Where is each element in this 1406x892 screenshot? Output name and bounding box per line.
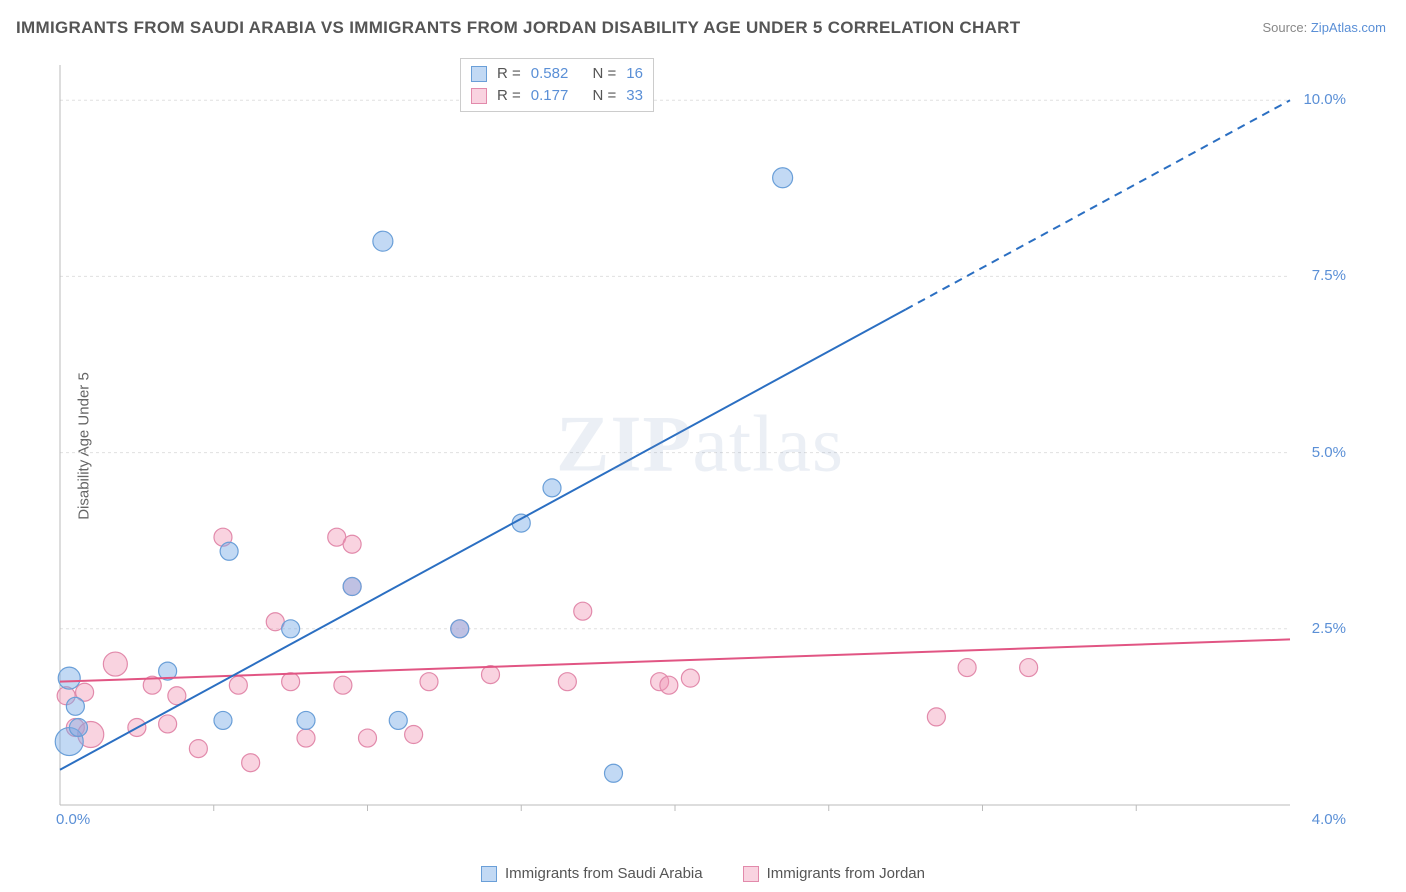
- r-value: 0.177: [531, 85, 569, 107]
- r-label: R =: [497, 85, 521, 107]
- x-tick-label: 4.0%: [1312, 811, 1346, 828]
- chart-title: IMMIGRANTS FROM SAUDI ARABIA VS IMMIGRAN…: [16, 18, 1020, 38]
- swatch-series1: [471, 66, 487, 82]
- swatch-series2: [743, 866, 759, 882]
- y-tick-label: 7.5%: [1312, 267, 1346, 284]
- plot-area: ZIPatlas 2.5%5.0%7.5%10.0%0.0%4.0%: [50, 55, 1350, 835]
- y-tick-label: 10.0%: [1303, 91, 1346, 108]
- n-label: N =: [592, 85, 616, 107]
- n-value: 16: [626, 63, 643, 85]
- chart-svg: [50, 55, 1350, 835]
- r-value: 0.582: [531, 63, 569, 85]
- source-prefix: Source:: [1262, 20, 1310, 35]
- source-link[interactable]: ZipAtlas.com: [1311, 20, 1386, 35]
- n-label: N =: [592, 63, 616, 85]
- stats-row-series1: R = 0.582 N = 16: [471, 63, 643, 85]
- y-tick-label: 5.0%: [1312, 444, 1346, 461]
- legend-item-series1: Immigrants from Saudi Arabia: [481, 865, 703, 882]
- stats-row-series2: R = 0.177 N = 33: [471, 85, 643, 107]
- r-label: R =: [497, 63, 521, 85]
- legend-label: Immigrants from Saudi Arabia: [505, 865, 703, 882]
- source-attribution: Source: ZipAtlas.com: [1262, 20, 1386, 35]
- legend-item-series2: Immigrants from Jordan: [743, 865, 925, 882]
- stats-legend-box: R = 0.582 N = 16 R = 0.177 N = 33: [460, 58, 654, 112]
- y-tick-label: 2.5%: [1312, 620, 1346, 637]
- swatch-series1: [481, 866, 497, 882]
- n-value: 33: [626, 85, 643, 107]
- legend-label: Immigrants from Jordan: [767, 865, 925, 882]
- x-tick-label: 0.0%: [56, 811, 90, 828]
- swatch-series2: [471, 88, 487, 104]
- bottom-legend: Immigrants from Saudi Arabia Immigrants …: [0, 865, 1406, 882]
